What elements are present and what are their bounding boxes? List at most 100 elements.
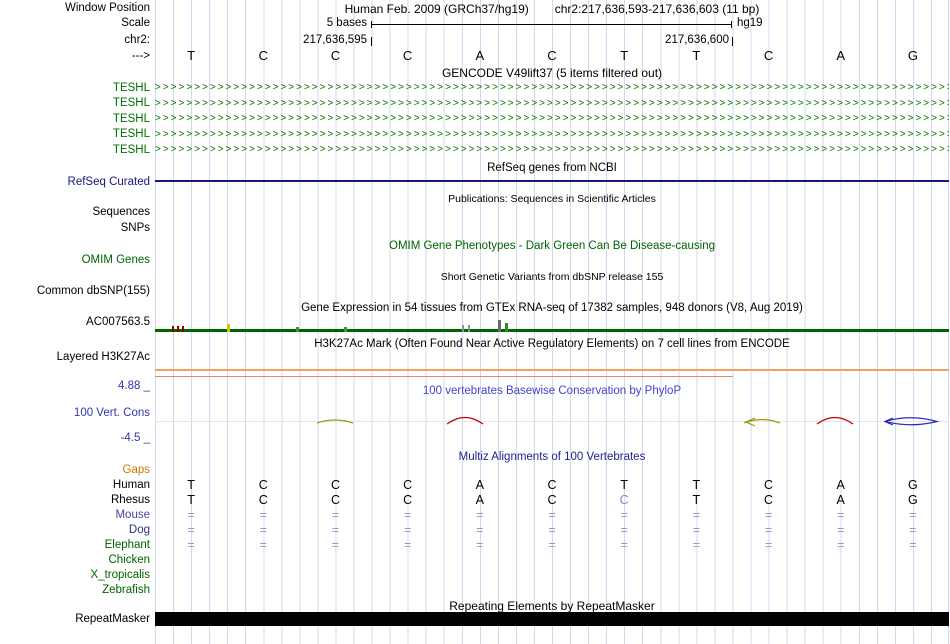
align-base: C: [258, 493, 268, 507]
ruler-base: C: [763, 48, 774, 63]
align-species-label[interactable]: X_tropicalis: [90, 568, 150, 581]
align-species-label[interactable]: Gaps: [122, 463, 151, 476]
ruler-base: T: [187, 48, 196, 63]
align-base: =: [837, 523, 845, 537]
align-base: T: [692, 478, 701, 492]
align-base: C: [764, 493, 774, 507]
phylop-track-header[interactable]: 100 vertebrates Basewise Conservation by…: [422, 385, 682, 397]
repeatmasker-bar[interactable]: [155, 612, 949, 626]
h3k27ac-label[interactable]: Layered H3K27Ac: [56, 351, 150, 363]
grid-lines: [155, 0, 949, 644]
ruler-base: T: [692, 48, 701, 63]
scale-value: 5 bases: [326, 17, 367, 29]
scale-bar: [371, 21, 732, 28]
gencode-item-line[interactable]: >>>>>>>>>>>>>>>>>>>>>>>>>>>>>>>>>>>>>>>>…: [155, 113, 949, 124]
scale-label: Scale: [121, 17, 150, 29]
align-species-label[interactable]: Chicken: [108, 553, 150, 566]
align-base: =: [403, 523, 412, 537]
gencode-item-label[interactable]: TESHL: [112, 97, 150, 109]
align-base: =: [259, 523, 267, 537]
align-base: =: [764, 508, 773, 522]
align-base: T: [187, 478, 195, 492]
publications-track-header[interactable]: Publications: Sequences in Scientific Ar…: [448, 193, 656, 205]
align-base: =: [620, 508, 628, 522]
phylop-track-label[interactable]: 100 Vert. Cons: [73, 407, 150, 419]
coord-left: 217,636,595: [303, 34, 367, 46]
title-bar: Human Feb. 2009 (GRCh37/hg19) chr2:217,6…: [155, 2, 949, 16]
chrom-label: chr2:: [124, 34, 150, 46]
repeatmasker-label[interactable]: RepeatMasker: [75, 613, 150, 625]
ruler-base: C: [330, 48, 341, 63]
gencode-item-label[interactable]: TESHL: [112, 143, 150, 156]
align-base: =: [259, 508, 267, 522]
multiz-track-header[interactable]: Multiz Alignments of 100 Vertebrates: [458, 451, 646, 463]
refseq-track-header[interactable]: RefSeq genes from NCBI: [487, 162, 617, 174]
align-base: =: [548, 508, 556, 522]
phylop-min-label: -4.5 _: [120, 432, 150, 444]
align-base: =: [259, 538, 267, 552]
align-base: =: [692, 508, 701, 522]
gtex-signal-tick: [498, 320, 501, 332]
gencode-item-line[interactable]: >>>>>>>>>>>>>>>>>>>>>>>>>>>>>>>>>>>>>>>>…: [155, 128, 949, 140]
gtex-signal-tick: [468, 325, 470, 332]
repeatmasker-track-header[interactable]: Repeating Elements by RepeatMasker: [449, 599, 655, 613]
h3k27ac-signal-line: [155, 376, 733, 377]
ruler-base: A: [836, 48, 846, 63]
h3k27ac-track-header[interactable]: H3K27Ac Mark (Often Found Near Active Re…: [314, 338, 790, 350]
gencode-item-line[interactable]: >>>>>>>>>>>>>>>>>>>>>>>>>>>>>>>>>>>>>>>>…: [155, 82, 949, 93]
align-base: =: [620, 523, 628, 537]
align-base: =: [331, 538, 340, 552]
ruler-base: G: [907, 48, 918, 63]
gtex-signal-tick: [505, 323, 508, 332]
ruler-base: A: [475, 48, 485, 63]
align-base: A: [836, 493, 845, 507]
snps-label[interactable]: SNPs: [120, 222, 150, 234]
assembly-title: Human Feb. 2009 (GRCh37/hg19): [344, 2, 529, 16]
strand-arrow-label: --->: [131, 50, 150, 62]
align-species-label[interactable]: Mouse: [115, 508, 150, 521]
sequences-label[interactable]: Sequences: [92, 206, 150, 218]
gtex-gene-bar[interactable]: [155, 329, 949, 332]
align-base: C: [764, 478, 774, 492]
gtex-signal-tick: [182, 326, 184, 332]
align-base: =: [187, 523, 195, 537]
align-species-label[interactable]: Zebrafish: [102, 583, 150, 596]
align-base: =: [403, 508, 412, 522]
gtex-signal-tick: [172, 326, 174, 332]
omim-genes-label[interactable]: OMIM Genes: [81, 254, 150, 266]
gencode-item-line[interactable]: >>>>>>>>>>>>>>>>>>>>>>>>>>>>>>>>>>>>>>>>…: [155, 144, 949, 155]
align-base: =: [476, 508, 484, 522]
h3k27ac-signal-line: [155, 369, 949, 371]
dbsnp-label[interactable]: Common dbSNP(155): [36, 285, 150, 297]
phylop-signal-plot[interactable]: [155, 395, 949, 445]
dbsnp-track-header[interactable]: Short Genetic Variants from dbSNP releas…: [440, 271, 664, 283]
gencode-item-label[interactable]: TESHL: [112, 81, 150, 94]
align-base: =: [909, 538, 917, 552]
omim-track-header[interactable]: OMIM Gene Phenotypes - Dark Green Can Be…: [389, 240, 715, 252]
align-species-label[interactable]: Rhesus: [111, 493, 150, 506]
gtex-signal-tick: [462, 325, 464, 332]
gencode-track-header[interactable]: GENCODE V49lift37 (5 items filtered out): [441, 66, 663, 80]
align-base: C: [258, 478, 268, 492]
refseq-curated-label[interactable]: RefSeq Curated: [67, 176, 150, 188]
refseq-gene-line[interactable]: [155, 180, 949, 182]
phylop-max-label: 4.88 _: [118, 380, 150, 392]
align-species-label[interactable]: Human: [112, 478, 150, 491]
align-base: =: [548, 523, 556, 537]
gencode-item-label[interactable]: TESHL: [112, 128, 150, 140]
align-base: A: [475, 478, 484, 492]
align-species-label[interactable]: Dog: [128, 523, 150, 536]
gencode-item-label[interactable]: TESHL: [112, 112, 150, 125]
align-base: C: [403, 493, 413, 507]
align-base: =: [476, 523, 484, 537]
gencode-item-line[interactable]: >>>>>>>>>>>>>>>>>>>>>>>>>>>>>>>>>>>>>>>>…: [155, 97, 949, 109]
gtex-signal-tick: [227, 324, 230, 332]
align-base: =: [764, 538, 773, 552]
gtex-gene-label[interactable]: AC007563.5: [86, 316, 150, 328]
align-species-label[interactable]: Elephant: [104, 538, 150, 551]
window-position-label: Window Position: [64, 2, 150, 14]
gtex-signal-tick: [296, 327, 299, 332]
gtex-track-header[interactable]: Gene Expression in 54 tissues from GTEx …: [301, 302, 803, 314]
align-base: T: [620, 478, 628, 492]
